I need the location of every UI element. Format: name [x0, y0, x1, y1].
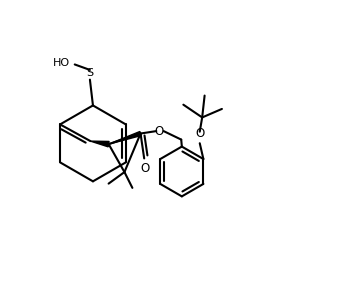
- Polygon shape: [90, 141, 109, 147]
- Text: O: O: [195, 127, 205, 140]
- Text: O: O: [140, 162, 150, 175]
- Text: S: S: [87, 68, 93, 78]
- Polygon shape: [109, 131, 141, 144]
- Text: HO: HO: [53, 58, 70, 68]
- Text: O: O: [155, 125, 164, 138]
